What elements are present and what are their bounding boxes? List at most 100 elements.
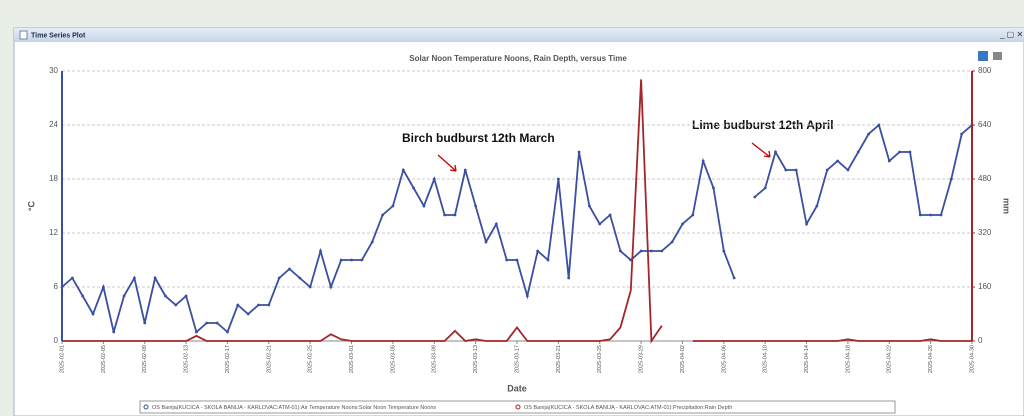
point: [949, 177, 953, 181]
point: [505, 258, 509, 262]
legend-label: OS Banija(KUCICA - SKOLA BANIJA - KARLOV…: [152, 405, 436, 411]
point: [205, 321, 209, 325]
point: [898, 150, 902, 154]
point: [463, 168, 467, 172]
point: [288, 267, 291, 271]
point: [350, 258, 353, 262]
point: [732, 276, 736, 280]
point: [319, 249, 322, 253]
y-tick-label: 30: [49, 66, 58, 75]
point: [515, 258, 519, 262]
x-tick-label: 2025-03-05: [390, 345, 396, 373]
point: [774, 150, 777, 154]
point: [567, 276, 571, 280]
point: [70, 276, 74, 280]
point: [815, 204, 819, 208]
point: [267, 303, 271, 307]
point: [701, 159, 705, 163]
x-tick-label: 2025-02-21: [266, 345, 272, 373]
x-tick-label: 2025-04-18: [845, 345, 851, 373]
x-tick-label: 2025-03-13: [473, 345, 479, 373]
point: [122, 294, 126, 298]
point: [329, 285, 333, 289]
window-title: Time Series Plot: [31, 32, 86, 39]
point: [401, 168, 405, 172]
y-tick-label: 6: [54, 282, 59, 291]
y-tick-label: 0: [54, 336, 59, 345]
x-tick-label: 2025-04-30: [969, 345, 975, 373]
y2-tick-label: 320: [978, 228, 992, 237]
window-icon: [19, 30, 28, 40]
point: [443, 213, 447, 217]
point: [174, 303, 178, 307]
point: [257, 303, 260, 307]
series-line: [61, 123, 973, 334]
point: [277, 276, 281, 280]
point: [536, 249, 540, 253]
point: [691, 213, 695, 217]
point: [525, 294, 529, 298]
x-tick-label: 2025-04-26: [928, 345, 934, 373]
annotation-arrow: [437, 154, 457, 172]
chart-title: Solar Noon Temperature Noons, Rain Depth…: [409, 54, 627, 63]
point: [246, 312, 250, 316]
point: [577, 150, 581, 154]
y-tick-label: 24: [49, 120, 58, 129]
point: [164, 294, 167, 298]
point: [422, 204, 426, 208]
point: [112, 330, 116, 334]
point: [370, 240, 374, 244]
point: [608, 213, 612, 217]
point: [412, 186, 415, 190]
point: [381, 213, 384, 217]
edit-button[interactable]: [978, 51, 988, 61]
y2-tick-label: 160: [978, 282, 992, 291]
point: [753, 195, 757, 199]
point: [670, 240, 674, 244]
point: [681, 222, 684, 226]
x-tick-label: 2025-03-17: [514, 345, 520, 373]
point: [308, 285, 312, 289]
point: [877, 123, 881, 127]
point: [143, 321, 147, 325]
point: [939, 213, 943, 217]
y2-tick-label: 640: [978, 120, 992, 129]
y2-tick-label: 800: [978, 66, 992, 75]
point: [794, 168, 798, 172]
panel: [13, 27, 1024, 416]
x-tick-label: 2025-03-21: [556, 345, 562, 373]
point: [81, 294, 85, 298]
point: [226, 330, 229, 334]
x-tick-label: 2025-02-05: [101, 345, 107, 373]
y2-tick-label: 480: [978, 174, 992, 183]
point: [908, 150, 912, 154]
point: [784, 168, 788, 172]
point: [91, 312, 95, 316]
point: [484, 240, 488, 244]
point: [132, 276, 136, 280]
point: [195, 330, 198, 334]
point: [236, 303, 240, 307]
point: [846, 168, 850, 172]
point: [660, 249, 664, 253]
x-tick-label: 2025-03-09: [432, 345, 438, 373]
point: [639, 249, 643, 253]
point: [960, 132, 964, 136]
point: [360, 258, 364, 262]
window-controls[interactable]: _ ▢ ✕: [999, 30, 1023, 39]
x-tick-label: 2025-02-17: [225, 345, 231, 373]
x-tick-label: 2025-02-09: [142, 345, 148, 373]
print-button[interactable]: [993, 52, 1002, 60]
series-line: [62, 79, 972, 344]
point: [929, 213, 933, 217]
x-tick-label: 2025-03-01: [349, 345, 355, 373]
y-tick-label: 18: [49, 174, 58, 183]
point: [836, 159, 839, 163]
point: [619, 249, 622, 253]
point: [215, 321, 219, 325]
legend: [139, 400, 896, 414]
panel-header: [14, 28, 1024, 42]
point: [825, 168, 829, 172]
legend-marker: [143, 404, 149, 410]
